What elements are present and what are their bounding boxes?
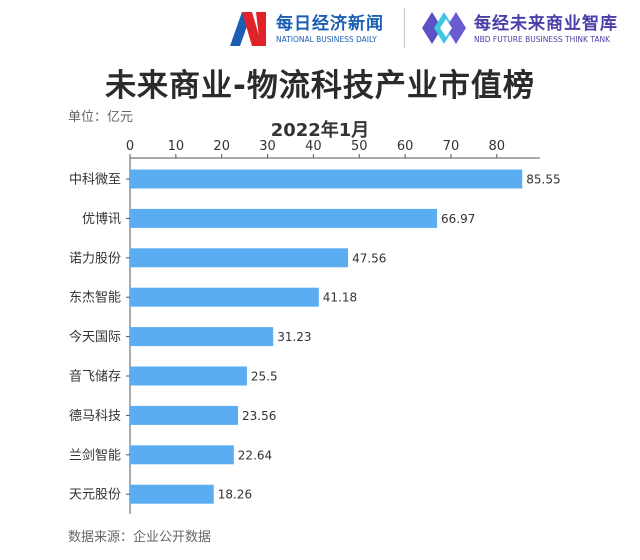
- x-tick-label: 0: [126, 139, 134, 154]
- value-label: 85.55: [526, 173, 560, 187]
- value-label: 66.97: [441, 212, 475, 226]
- header: 每日经济新闻 NATIONAL BUSINESS DAILY 每经未来商业智库 …: [0, 0, 640, 62]
- unit-label: 单位：亿元: [68, 110, 134, 125]
- category-label: 音飞储存: [69, 369, 121, 385]
- value-label: 25.5: [251, 370, 278, 384]
- logo1-english: NATIONAL BUSINESS DAILY: [276, 34, 377, 44]
- x-tick-label: 60: [397, 139, 414, 154]
- bar: [130, 248, 349, 268]
- value-label: 18.26: [218, 488, 252, 502]
- chart-title: 未来商业-物流科技产业市值榜: [105, 68, 535, 104]
- category-label: 天元股份: [69, 488, 121, 503]
- logo1-name: 每日经济新闻: [276, 13, 384, 34]
- bar: [130, 208, 438, 228]
- value-label: 31.23: [277, 330, 311, 344]
- x-tick-label: 70: [443, 139, 460, 154]
- category-label: 德马科技: [69, 409, 121, 424]
- logo2-name: 每经未来商业智库: [474, 13, 618, 34]
- x-tick-label: 20: [213, 139, 230, 154]
- bar: [130, 327, 274, 347]
- value-label: 22.64: [238, 448, 272, 462]
- x-tick-label: 30: [259, 139, 276, 154]
- category-label: 中科微至: [69, 173, 121, 188]
- category-label: 今天国际: [69, 329, 121, 345]
- nbd-think-tank-logo: 每经未来商业智库 NBD FUTURE BUSINESS THINK TANK: [420, 6, 618, 52]
- category-label: 东杰智能: [69, 291, 121, 306]
- x-tick-label: 50: [351, 139, 368, 154]
- think-tank-logo-icon: [422, 12, 466, 44]
- value-label: 41.18: [323, 291, 357, 305]
- data-source: 数据来源：企业公开数据: [68, 530, 212, 545]
- bar: [130, 445, 234, 465]
- bar: [130, 287, 319, 307]
- x-tick-label: 80: [489, 139, 506, 154]
- bar: [130, 366, 247, 386]
- x-tick-label: 10: [168, 139, 185, 154]
- x-tick-label: 40: [305, 139, 322, 154]
- logo2-english: NBD FUTURE BUSINESS THINK TANK: [474, 34, 610, 44]
- value-label: 47.56: [352, 251, 386, 265]
- nbd-logo: 每日经济新闻 NATIONAL BUSINESS DAILY: [226, 6, 384, 52]
- value-label: 23.56: [242, 409, 276, 423]
- bar: [130, 484, 214, 504]
- bar: [130, 169, 523, 189]
- nbd-logo-icon: [230, 12, 266, 46]
- bar: [130, 405, 239, 425]
- chart-subtitle: 2022年1月: [270, 120, 370, 141]
- category-label: 兰剑智能: [69, 447, 121, 463]
- category-label: 优博讯: [82, 212, 121, 227]
- category-label: 诺力股份: [69, 251, 121, 266]
- logo-divider: [404, 8, 405, 48]
